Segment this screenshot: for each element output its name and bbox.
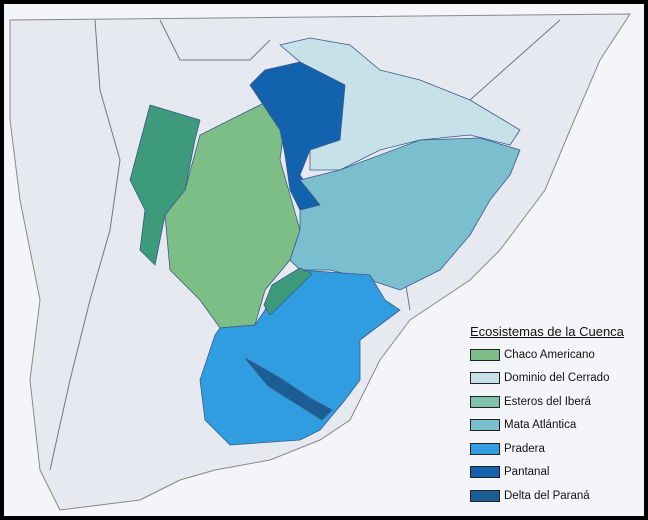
legend-swatch	[470, 489, 500, 502]
legend: Ecosistemas de la Cuenca Chaco Americano…	[470, 324, 640, 508]
legend-label: Dominio del Cerrado	[504, 372, 610, 385]
country-borders	[49, 19, 561, 471]
legend-swatch	[470, 466, 500, 479]
legend-swatch	[470, 348, 500, 361]
legend-item-cerrado: Dominio del Cerrado	[470, 367, 640, 391]
legend-item-ibera: Esteros del Iberá	[470, 390, 640, 414]
legend-label: Pradera	[504, 442, 545, 455]
legend-item-delta: Delta del Paraná	[470, 484, 640, 508]
region-delta-parana	[244, 357, 333, 421]
legend-label: Delta del Paraná	[504, 489, 590, 502]
ecosystems	[129, 37, 521, 446]
region-mata-atlantica	[289, 137, 521, 291]
legend-swatch	[470, 395, 500, 408]
legend-swatch	[470, 442, 500, 455]
region-esteros-ibera	[263, 267, 313, 316]
legend-item-chaco: Chaco Americano	[470, 343, 640, 367]
legend-item-pradera: Pradera	[470, 437, 640, 461]
legend-swatch	[470, 419, 500, 432]
legend-label: Mata Atlántica	[504, 419, 577, 432]
legend-swatch	[470, 372, 500, 385]
legend-title: Ecosistemas de la Cuenca	[470, 324, 624, 339]
legend-label: Esteros del Iberá	[504, 395, 591, 408]
legend-label: Chaco Americano	[504, 348, 595, 361]
legend-label: Pantanal	[504, 466, 550, 479]
legend-item-pantanal: Pantanal	[470, 461, 640, 485]
legend-item-mata: Mata Atlántica	[470, 414, 640, 438]
region-cerrado	[279, 37, 521, 171]
